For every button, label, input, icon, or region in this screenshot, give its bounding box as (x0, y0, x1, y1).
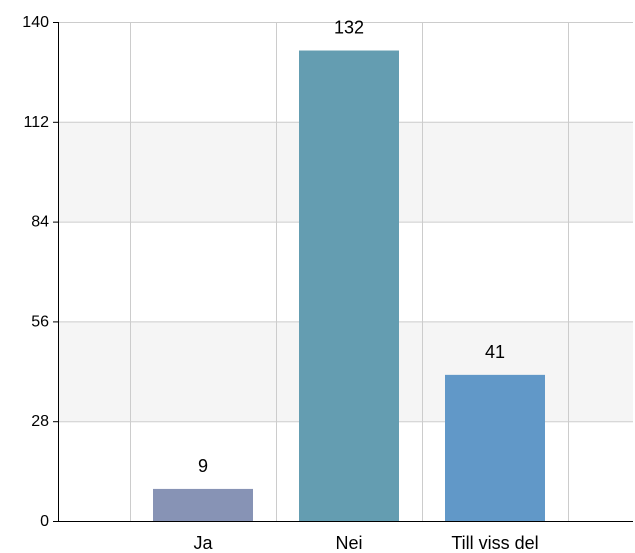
x-tick-label: Nei (335, 533, 362, 553)
y-tick-label: 112 (23, 114, 49, 131)
bars (153, 50, 545, 522)
x-tick-label: Ja (193, 533, 213, 553)
axes (53, 22, 633, 522)
x-tick-label: Till viss del (451, 533, 538, 553)
y-tick-label: 140 (22, 14, 49, 31)
value-label: 41 (485, 342, 505, 362)
y-tick-label: 56 (31, 313, 49, 330)
labels: 9 Ja 132 Nei 41 Till viss del 0 28 56 84 112 140 (22, 14, 538, 553)
bar-till-viss-del (445, 374, 545, 521)
y-tick-label: 84 (31, 214, 49, 231)
value-label: 9 (198, 456, 208, 476)
y-tick-label: 28 (31, 413, 49, 430)
bar-nei (299, 50, 399, 522)
bar-ja (153, 488, 253, 521)
value-label: 132 (334, 18, 364, 38)
y-tick-label: 0 (40, 513, 49, 530)
